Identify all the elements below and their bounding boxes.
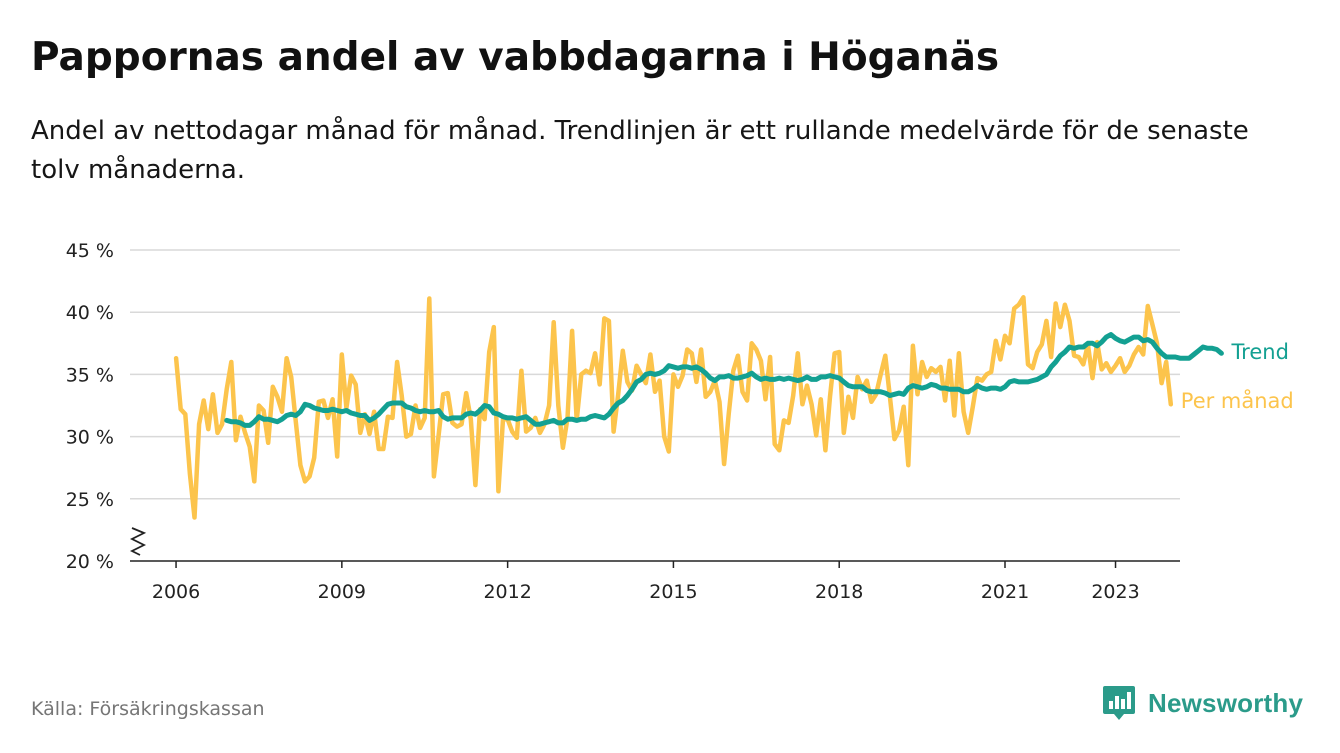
chart-subtitle: Andel av nettodagar månad för månad. Tre…	[31, 116, 1249, 185]
x-tick-label: 2015	[649, 581, 697, 603]
x-tick-label: 2006	[152, 581, 200, 603]
series-label-trend: Trend	[1230, 340, 1288, 364]
axes: 20 % 25 % 30 % 35 % 40 % 45 % 2006 2009 2012 2015…	[66, 240, 1180, 603]
x-tick-label: 2012	[483, 581, 531, 603]
direct-labels: Per månad Trend	[1181, 340, 1294, 413]
brand-name: Newsworthy	[1148, 687, 1304, 718]
y-tick-label: 25 %	[66, 489, 114, 511]
gridlines	[130, 249, 1180, 500]
x-tick-label: 2018	[815, 581, 863, 603]
x-tick-label: 2009	[318, 581, 366, 603]
x-tick-label: 2021	[981, 581, 1029, 603]
newsworthy-brand: Newsworthy	[1102, 683, 1303, 723]
y-tick-label: 45 %	[66, 240, 114, 262]
series-lines	[173, 295, 1224, 520]
series-line-monthly	[173, 295, 1174, 520]
x-tick-label: 2023	[1091, 581, 1139, 603]
y-tick-label: 40 %	[66, 302, 114, 324]
y-tick-label: 30 %	[66, 427, 114, 449]
bar-chart-speech-bubble-icon	[1103, 686, 1135, 720]
series-label-monthly: Per månad	[1181, 388, 1294, 413]
source-note: Källa: Försäkringskassan	[31, 698, 265, 720]
chart-title: Pappornas andel av vabbdagarna i Höganäs	[31, 35, 1000, 80]
y-tick-label: 35 %	[66, 364, 114, 386]
axis-break-icon	[129, 527, 147, 556]
y-tick-label: 20 %	[66, 551, 114, 573]
series-line-trend	[224, 332, 1224, 428]
